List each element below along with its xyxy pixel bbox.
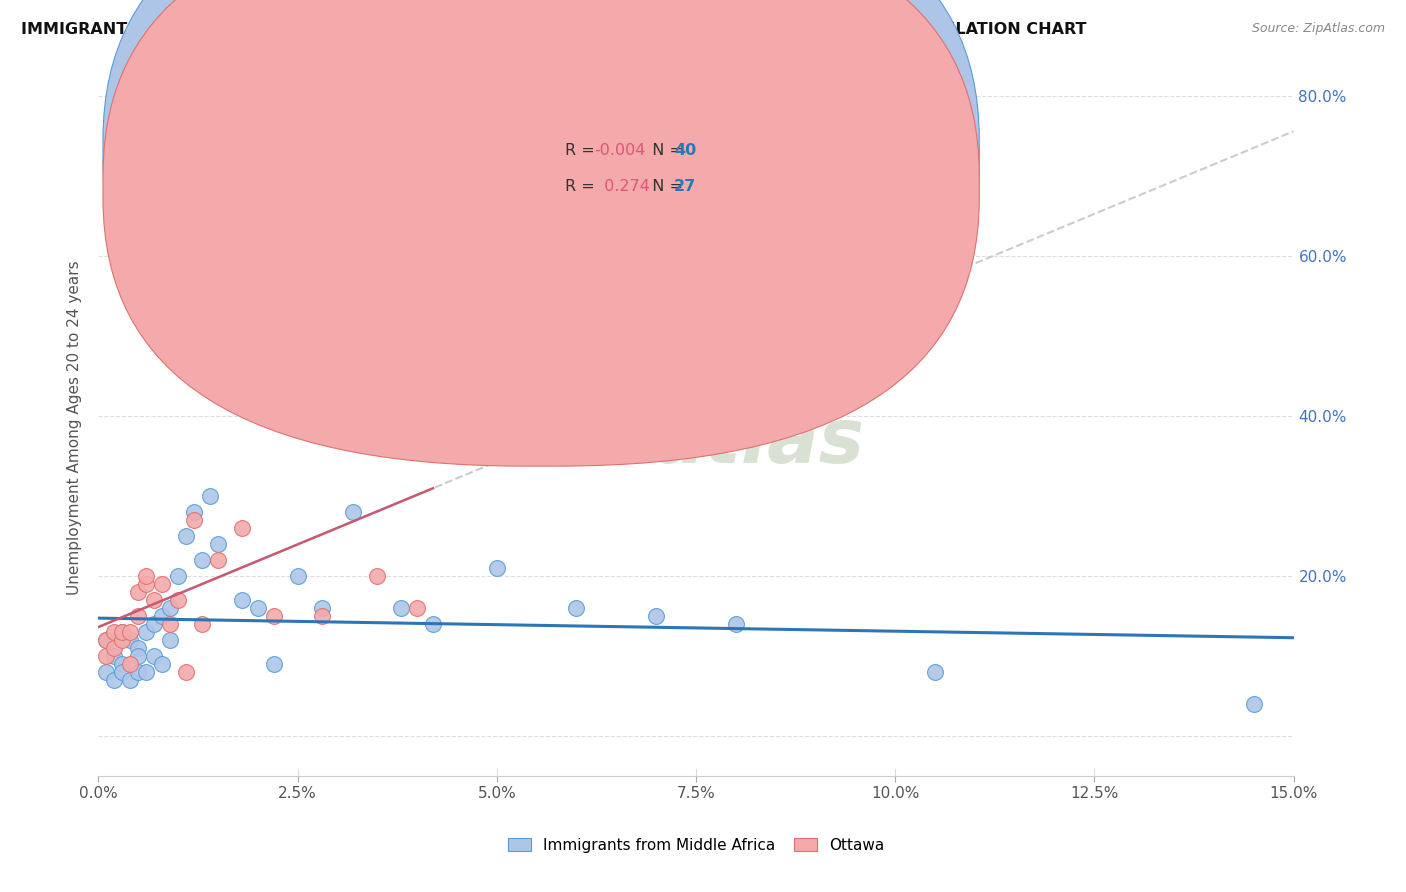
Text: IMMIGRANTS FROM MIDDLE AFRICA VS OTTAWA UNEMPLOYMENT AMONG AGES 20 TO 24 YEARS C: IMMIGRANTS FROM MIDDLE AFRICA VS OTTAWA …: [21, 22, 1087, 37]
Point: [127, 665, 149, 679]
Text: Source: ZipAtlas.com: Source: ZipAtlas.com: [1251, 22, 1385, 36]
Point: [565, 601, 588, 615]
Point: [120, 657, 142, 671]
Point: [191, 553, 214, 567]
Point: [311, 609, 333, 624]
Point: [143, 593, 166, 607]
Point: [924, 665, 946, 679]
Point: [135, 569, 157, 583]
Point: [135, 665, 157, 679]
Text: -0.004: -0.004: [593, 144, 645, 158]
Point: [1243, 697, 1265, 711]
Point: [183, 513, 205, 527]
Point: [120, 625, 142, 640]
Point: [207, 537, 229, 551]
Text: 0.274: 0.274: [593, 179, 650, 194]
Text: R =: R =: [564, 179, 599, 194]
Point: [111, 625, 134, 640]
Point: [135, 625, 157, 640]
Point: [311, 601, 333, 615]
Point: [150, 609, 173, 624]
Point: [103, 641, 125, 656]
Text: R =: R =: [564, 144, 599, 158]
Point: [96, 633, 118, 648]
Point: [111, 665, 134, 679]
Point: [406, 601, 429, 615]
Point: [198, 489, 221, 503]
Point: [103, 673, 125, 687]
Point: [127, 585, 149, 599]
Text: N =: N =: [641, 144, 688, 158]
Point: [389, 601, 412, 615]
Point: [127, 649, 149, 664]
Point: [645, 609, 668, 624]
Point: [143, 649, 166, 664]
Legend: Immigrants from Middle Africa, Ottawa: Immigrants from Middle Africa, Ottawa: [502, 831, 890, 859]
Point: [174, 665, 197, 679]
Point: [263, 657, 285, 671]
Point: [191, 617, 214, 632]
Point: [724, 617, 747, 632]
Point: [183, 505, 205, 519]
Point: [111, 625, 134, 640]
Point: [422, 617, 444, 632]
Point: [120, 633, 142, 648]
Text: ZIP: ZIP: [515, 405, 654, 479]
Point: [103, 649, 125, 664]
Point: [135, 577, 157, 591]
Point: [96, 633, 118, 648]
Point: [485, 561, 508, 575]
Point: [111, 633, 134, 648]
Point: [207, 553, 229, 567]
Point: [342, 505, 364, 519]
Point: [150, 657, 173, 671]
Text: 27: 27: [675, 179, 696, 194]
Point: [246, 601, 269, 615]
Point: [167, 569, 190, 583]
Y-axis label: Unemployment Among Ages 20 to 24 years: Unemployment Among Ages 20 to 24 years: [67, 260, 83, 596]
Point: [159, 633, 181, 648]
Text: atlas: atlas: [654, 405, 865, 479]
Point: [174, 529, 197, 543]
Point: [159, 601, 181, 615]
Point: [215, 186, 238, 200]
Point: [159, 617, 181, 632]
Text: N =: N =: [641, 179, 688, 194]
Point: [150, 577, 173, 591]
Point: [111, 657, 134, 671]
Point: [96, 649, 118, 664]
Point: [143, 617, 166, 632]
Point: [167, 593, 190, 607]
Point: [231, 521, 253, 535]
Point: [120, 673, 142, 687]
Point: [127, 641, 149, 656]
Point: [287, 569, 309, 583]
Point: [231, 593, 253, 607]
Point: [127, 609, 149, 624]
Point: [526, 361, 548, 376]
Point: [103, 625, 125, 640]
Point: [263, 609, 285, 624]
Point: [96, 665, 118, 679]
Point: [366, 569, 388, 583]
Text: 40: 40: [675, 144, 696, 158]
